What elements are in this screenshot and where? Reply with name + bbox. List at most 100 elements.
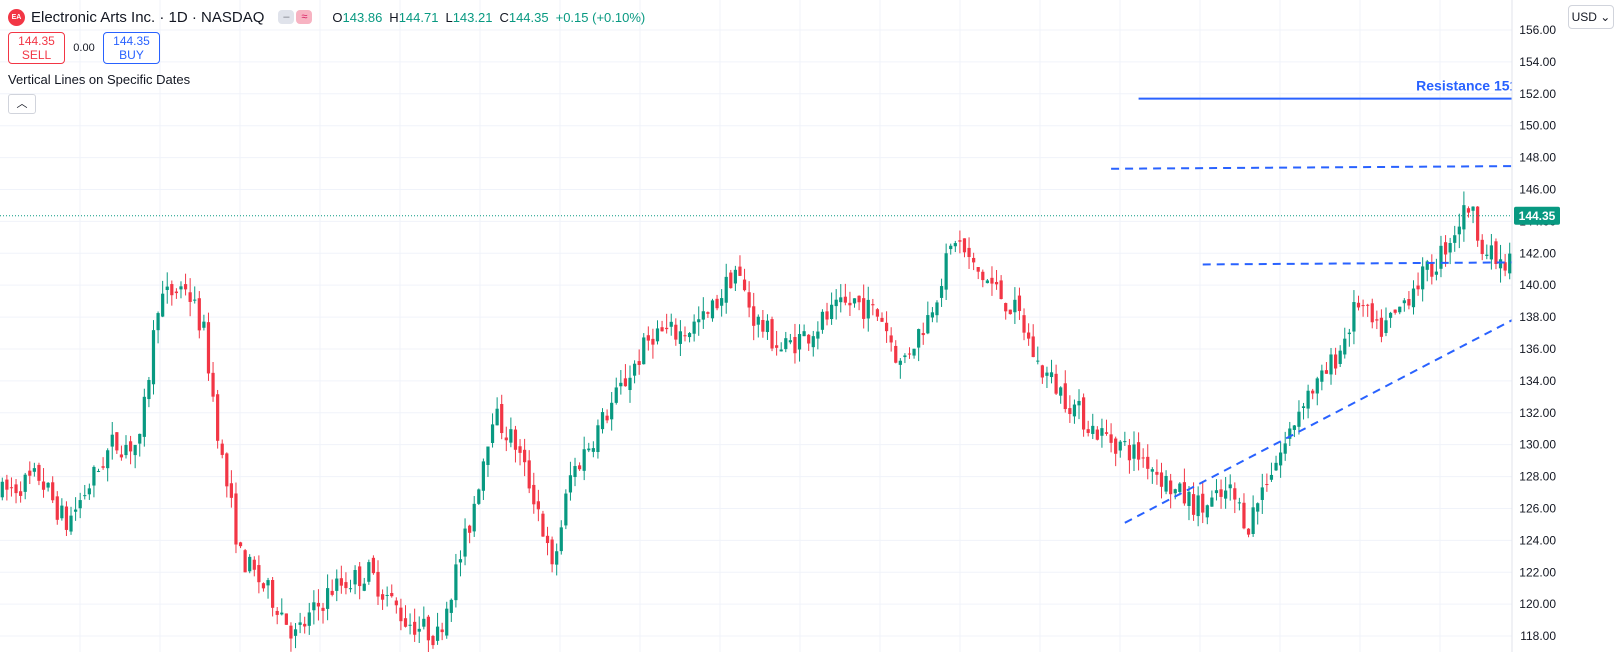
candle-body <box>422 618 426 627</box>
candle-body <box>555 551 559 565</box>
candle-body <box>999 280 1003 300</box>
candle-body <box>770 319 774 349</box>
candle-body <box>1315 378 1319 394</box>
candle-body <box>472 503 476 532</box>
candle-body <box>577 465 582 470</box>
candle-body <box>298 622 302 625</box>
candle-body <box>701 311 705 320</box>
candle-body <box>46 482 50 488</box>
candle-body <box>486 446 490 465</box>
buy-button[interactable]: 144.35 BUY <box>103 32 160 64</box>
drawing-tools: Resistance 151.7Resistance 147.75Support… <box>1111 78 1619 524</box>
candle-body <box>697 319 701 323</box>
candle-body <box>715 298 719 309</box>
collapse-chevron-icon[interactable]: ︿ <box>8 94 36 114</box>
candle-body <box>665 327 669 330</box>
candle-body <box>655 328 660 342</box>
price-tick-label: 140.00 <box>1519 278 1556 292</box>
candle-body <box>307 612 311 626</box>
candle-body <box>720 298 724 306</box>
sell-button[interactable]: 144.35 SELL <box>8 32 65 64</box>
candle-body <box>32 468 36 472</box>
candle-body <box>138 433 142 444</box>
candle-body <box>820 311 825 330</box>
candle-body <box>687 333 692 338</box>
candle-body <box>225 453 229 487</box>
candle-body <box>1384 320 1388 333</box>
candle-body <box>889 335 893 343</box>
candle-body <box>683 335 687 337</box>
candle-body <box>202 321 206 328</box>
candle-body <box>92 466 96 486</box>
candle-body <box>646 335 650 341</box>
candle-body <box>1072 404 1077 417</box>
candle-body <box>73 509 78 512</box>
candle-body <box>303 623 307 627</box>
candle-body <box>921 333 925 336</box>
ea-logo-icon: EA <box>8 8 25 26</box>
candle-body <box>1100 428 1104 436</box>
candle-body <box>1347 332 1351 335</box>
candle-body <box>1027 332 1031 339</box>
indicator-label[interactable]: Vertical Lines on Specific Dates <box>8 72 191 87</box>
candle-body <box>802 331 806 337</box>
candle-body <box>1077 400 1081 406</box>
candle-body <box>523 449 527 463</box>
candle-body <box>1421 266 1425 290</box>
candle-body <box>642 337 646 365</box>
candle-body <box>1279 452 1283 466</box>
candle-body <box>1508 253 1512 274</box>
candle-body <box>1123 441 1127 443</box>
candle-body <box>1379 317 1384 337</box>
candle-body <box>1118 441 1122 451</box>
candle-body <box>706 312 710 314</box>
candle-body <box>1214 490 1219 494</box>
candle-body <box>1091 425 1095 434</box>
candle-body <box>435 626 440 641</box>
candle-body <box>193 299 197 301</box>
approx-icon[interactable]: ≈ <box>296 10 313 24</box>
candle-body <box>335 578 339 591</box>
candle-body <box>912 348 916 356</box>
minus-icon[interactable]: – <box>278 10 295 24</box>
symbol-title[interactable]: Electronic Arts Inc. · 1D · NASDAQ <box>31 8 265 26</box>
candle-body <box>238 542 243 547</box>
candle-body <box>513 429 518 450</box>
price-tick-label: 154.00 <box>1519 55 1556 69</box>
currency-select[interactable]: USD ⌄ <box>1568 5 1614 29</box>
candle-body <box>1196 495 1200 517</box>
candle-body <box>96 470 101 472</box>
candle-body <box>500 404 504 434</box>
candle-body <box>623 378 628 387</box>
candle-body <box>380 594 385 600</box>
candle-body <box>426 616 431 641</box>
candle-body <box>610 402 614 420</box>
candle-body <box>651 338 655 345</box>
candle-body <box>568 475 573 493</box>
candle-body <box>1251 507 1255 534</box>
candle-body <box>848 302 852 306</box>
candle-body <box>1439 245 1443 269</box>
candle-body <box>871 304 875 306</box>
candle-body <box>1292 425 1296 430</box>
candle-body <box>545 535 550 544</box>
candle-body <box>1503 262 1507 271</box>
candle-body <box>637 361 641 365</box>
candle-body <box>1155 471 1159 475</box>
candle-body <box>449 599 453 613</box>
price-tick-label: 130.00 <box>1519 438 1556 452</box>
status-pills[interactable]: – ≈ <box>278 10 313 24</box>
candle-body <box>1132 444 1136 459</box>
candle-body <box>367 562 371 582</box>
candle-body <box>949 245 953 250</box>
candle-body <box>133 444 137 456</box>
candle-body <box>165 286 169 291</box>
candle-body <box>1375 319 1379 321</box>
candle-body <box>1187 491 1191 506</box>
candle-body <box>1068 408 1072 415</box>
candle-body <box>394 600 398 606</box>
candle-body <box>765 320 770 333</box>
candle-body <box>1480 239 1484 255</box>
candle-body <box>917 329 921 348</box>
